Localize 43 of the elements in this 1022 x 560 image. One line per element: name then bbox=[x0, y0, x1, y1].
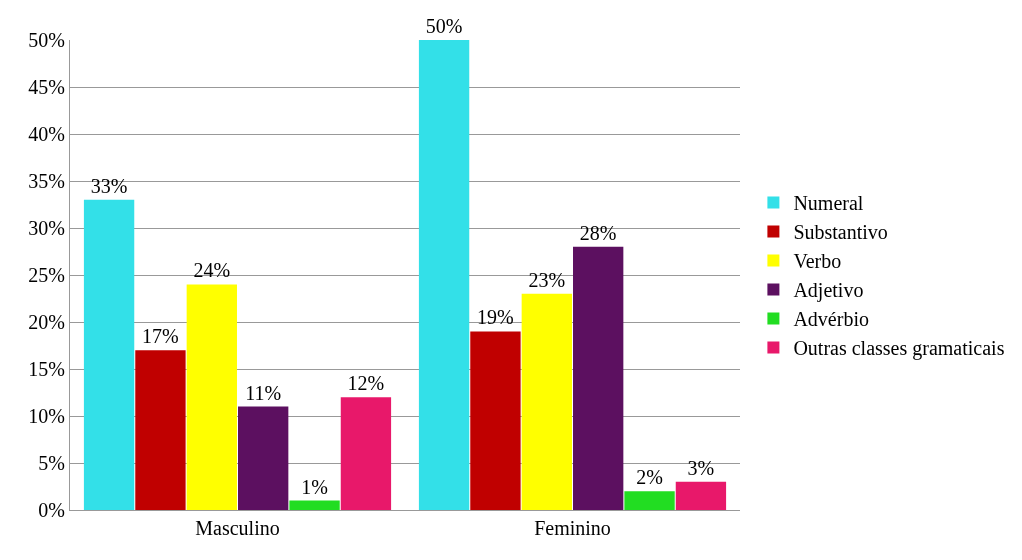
bar bbox=[624, 491, 675, 510]
data-label: 28% bbox=[579, 221, 617, 244]
y-tick-label: 0% bbox=[38, 499, 65, 521]
bar bbox=[340, 397, 392, 510]
data-label: 33% bbox=[90, 174, 128, 197]
bar bbox=[675, 481, 727, 510]
bar bbox=[573, 246, 624, 510]
data-label: 11% bbox=[245, 381, 282, 404]
x-tick-label: Masculino bbox=[195, 517, 280, 539]
data-label: 3% bbox=[687, 456, 715, 479]
legend-label: Advérbio bbox=[793, 308, 869, 331]
y-tick-label: 10% bbox=[28, 405, 65, 427]
data-label: 2% bbox=[636, 466, 663, 489]
x-tick-label: Feminino bbox=[534, 517, 611, 539]
bar bbox=[470, 331, 521, 510]
y-tick-label: 50% bbox=[28, 29, 65, 51]
data-label: 23% bbox=[528, 268, 566, 291]
y-tick-label: 35% bbox=[28, 170, 65, 192]
bar bbox=[83, 199, 135, 510]
y-tick-label: 25% bbox=[28, 264, 65, 286]
legend-label: Outras classes gramaticais bbox=[793, 337, 1005, 361]
y-tick-label: 40% bbox=[28, 123, 65, 145]
legend-label: Substantivo bbox=[793, 221, 888, 244]
bar bbox=[186, 284, 237, 510]
data-label: 19% bbox=[477, 306, 514, 329]
data-label: 12% bbox=[347, 372, 385, 395]
data-label: 1% bbox=[301, 475, 328, 498]
y-tick-label: 45% bbox=[28, 76, 65, 98]
legend-label: Numeral bbox=[793, 192, 864, 215]
bar bbox=[521, 293, 572, 510]
y-tick-label: 30% bbox=[28, 217, 65, 239]
y-tick-label: 15% bbox=[28, 358, 65, 380]
data-label: 24% bbox=[193, 259, 231, 282]
bar bbox=[418, 40, 470, 510]
y-tick-label: 5% bbox=[38, 452, 65, 474]
bar bbox=[238, 406, 289, 510]
bar bbox=[135, 350, 186, 510]
bar bbox=[289, 500, 340, 510]
data-label: 50% bbox=[425, 15, 463, 37]
legend-label: Verbo bbox=[793, 250, 842, 273]
data-label: 17% bbox=[142, 325, 179, 348]
y-tick-label: 20% bbox=[28, 311, 65, 333]
legend-label: Adjetivo bbox=[793, 279, 864, 303]
